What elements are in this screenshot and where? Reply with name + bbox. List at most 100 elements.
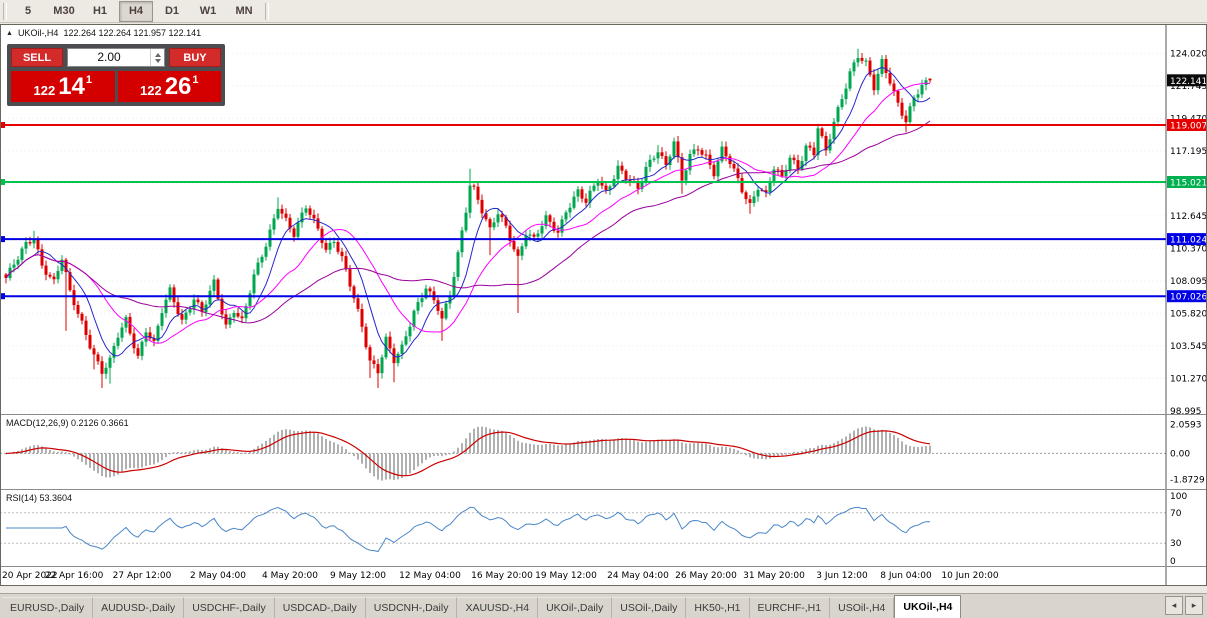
- time-axis-label: 16 May 20:00: [471, 571, 533, 581]
- time-axis-label: 20 Apr 2022: [2, 571, 58, 581]
- time-axis-label: 22 Apr 16:00: [45, 571, 104, 581]
- candles-layer: [4, 48, 932, 388]
- price-tick-label: 110.370: [1170, 244, 1207, 254]
- price-tick-label: 112.645: [1170, 212, 1207, 222]
- rsi-axis-label: 0: [1170, 557, 1176, 567]
- chart-tab-USOil-Daily[interactable]: USOil-,Daily: [612, 597, 687, 618]
- chart-ohlc-values: 122.264 122.264 121.957 122.141: [63, 28, 202, 38]
- timeframe-button-H4[interactable]: H4: [119, 0, 153, 22]
- price-badge: [1167, 74, 1207, 87]
- time-axis-label: 26 May 20:00: [675, 571, 737, 581]
- price-badge: [1167, 119, 1207, 131]
- chart-tab-EURCHF-H1[interactable]: EURCHF-,H1: [749, 597, 831, 618]
- chart-tab-USDCNH-Daily[interactable]: USDCNH-,Daily: [365, 597, 458, 618]
- time-axis-label: 27 Apr 12:00: [113, 571, 172, 581]
- price-badge: [1167, 233, 1207, 246]
- chart-tab-UKOil-Daily[interactable]: UKOil-,Daily: [538, 597, 613, 618]
- time-axis-label: 2 May 04:00: [190, 571, 246, 581]
- timeframe-button-D1[interactable]: D1: [164, 5, 180, 17]
- chart-background: [0, 24, 1207, 586]
- ask-big: 26: [164, 72, 192, 100]
- ask-pip: 1: [192, 73, 199, 86]
- time-axis-label: 3 Jun 12:00: [816, 571, 868, 581]
- tabs-scroll-right-icon[interactable]: ▸: [1185, 596, 1203, 615]
- timeframe-button-MN[interactable]: MN: [235, 5, 253, 17]
- bid-big: 14: [58, 72, 85, 100]
- price-axis: [1166, 24, 1207, 586]
- chart-tabs-list: EURUSD-,Daily AUDUSD-,Daily USDCHF-,Daily U…: [0, 595, 962, 618]
- timeframe-button-5[interactable]: 5: [24, 5, 32, 17]
- macd-axis-label: -1.8729: [1170, 476, 1205, 486]
- macd-signal-line: [5, 430, 931, 477]
- rsi-indicator-label: RSI(14) 53.3604: [6, 493, 73, 503]
- chart-tabs-bar: EURUSD-,Daily AUDUSD-,Daily USDCHF-,Daily U…: [0, 593, 1207, 618]
- svg-text:122.141: 122.141: [1170, 77, 1207, 87]
- svg-text:115.021: 115.021: [1170, 178, 1207, 188]
- moving-average-8: [5, 66, 931, 358]
- ask-price-button[interactable]: 122 26 1: [117, 71, 221, 102]
- volume-input[interactable]: 2.00: [67, 48, 165, 67]
- volume-spinner[interactable]: [150, 49, 164, 66]
- rsi-axis-label: 70: [1170, 509, 1182, 519]
- one-click-trading-panel: SELL 2.00 BUY 122 14 1 122 26 1: [7, 44, 225, 106]
- timeframe-toolbar: 5 M30 H1 H4 D1 W1 MN: [0, 0, 1207, 23]
- svg-text:111.024: 111.024: [1170, 236, 1207, 246]
- toolbar-separator: [265, 2, 269, 20]
- chart-tab-EURUSD-Daily[interactable]: EURUSD-,Daily: [2, 597, 94, 618]
- chart-symbol-period: UKOil-,H4: [17, 28, 59, 38]
- time-axis-label: 9 May 12:00: [330, 571, 386, 581]
- trade-panel-collapse-icon[interactable]: ▲: [6, 29, 13, 37]
- price-tick-label: 103.545: [1170, 342, 1207, 352]
- timeframe-button-W1[interactable]: W1: [199, 5, 217, 17]
- macd-indicator-label: MACD(12,26,9) 0.2126 0.3661: [6, 418, 129, 428]
- time-axis-label: 12 May 04:00: [399, 571, 461, 581]
- chart-tab-USDCAD-Daily[interactable]: USDCAD-,Daily: [274, 597, 366, 618]
- spinner-down-icon[interactable]: [154, 58, 161, 63]
- buy-button[interactable]: BUY: [169, 48, 221, 67]
- svg-text:107.026: 107.026: [1170, 293, 1207, 303]
- time-axis-label: 19 May 12:00: [535, 571, 597, 581]
- price-tick-label: 121.745: [1170, 82, 1207, 92]
- price-badge: [1167, 176, 1207, 188]
- chart-tab-UKOil-H4[interactable]: UKOil-,H4: [894, 595, 962, 618]
- timeframe-button-M30[interactable]: M30: [53, 5, 75, 17]
- chart-tab-USOil-H4[interactable]: USOil-,H4: [830, 597, 895, 618]
- chart-window: 98.995 101.270 103.545 105.820 108.095 110.37…: [0, 24, 1207, 586]
- tabs-scroll-left-icon[interactable]: ◂: [1165, 596, 1183, 615]
- trade-prices-row: 122 14 1 122 26 1: [11, 71, 221, 102]
- chart-tab-USDCHF-Daily[interactable]: USDCHF-,Daily: [184, 597, 275, 618]
- timeframe-button-H1[interactable]: H1: [92, 5, 108, 17]
- chart-tab-HK50-H1[interactable]: HK50-,H1: [686, 597, 750, 618]
- price-tick-label: 108.095: [1170, 277, 1207, 287]
- volume-value: 2.00: [97, 50, 121, 64]
- price-badge: [1167, 290, 1207, 303]
- bid-prefix: 122: [33, 82, 56, 98]
- time-axis-label: 31 May 20:00: [743, 571, 805, 581]
- time-axis-label: 8 Jun 04:00: [880, 571, 932, 581]
- bid-price-button[interactable]: 122 14 1: [11, 71, 115, 102]
- moving-average-20: [5, 82, 931, 344]
- price-tick-label: 98.995: [1170, 407, 1202, 417]
- time-axis-label: 10 Jun 20:00: [941, 571, 998, 581]
- chart-tab-AUDUSD-Daily[interactable]: AUDUSD-,Daily: [93, 597, 185, 618]
- toolbar-separator: [3, 2, 7, 20]
- sell-button[interactable]: SELL: [11, 48, 63, 67]
- svg-text:119.007: 119.007: [1170, 122, 1207, 132]
- chart-canvas[interactable]: 98.995 101.270 103.545 105.820 108.095 110.37…: [0, 24, 1207, 586]
- time-axis-label: 24 May 04:00: [607, 571, 669, 581]
- chart-title: ▲ UKOil-,H4 122.264 122.264 121.957 122.…: [6, 28, 201, 38]
- price-tick-label: 105.820: [1170, 309, 1207, 319]
- timeframe-buttons: 5 M30 H1 H4 D1 W1 MN: [10, 0, 262, 22]
- price-tick-label: 117.195: [1170, 147, 1207, 157]
- rsi-line: [6, 506, 930, 553]
- rsi-axis-label: 100: [1170, 492, 1187, 502]
- macd-axis-label: 2.0593: [1170, 421, 1202, 431]
- spinner-up-icon[interactable]: [154, 52, 161, 57]
- tab-scroll-controls: ◂ ▸: [1161, 596, 1207, 618]
- ask-prefix: 122: [139, 82, 162, 98]
- chart-tab-XAUUSD-H4[interactable]: XAUUSD-,H4: [457, 597, 539, 618]
- time-axis-label: 4 May 20:00: [262, 571, 318, 581]
- price-tick-label: 124.020: [1170, 49, 1207, 59]
- macd-axis-label: 0.00: [1170, 449, 1190, 459]
